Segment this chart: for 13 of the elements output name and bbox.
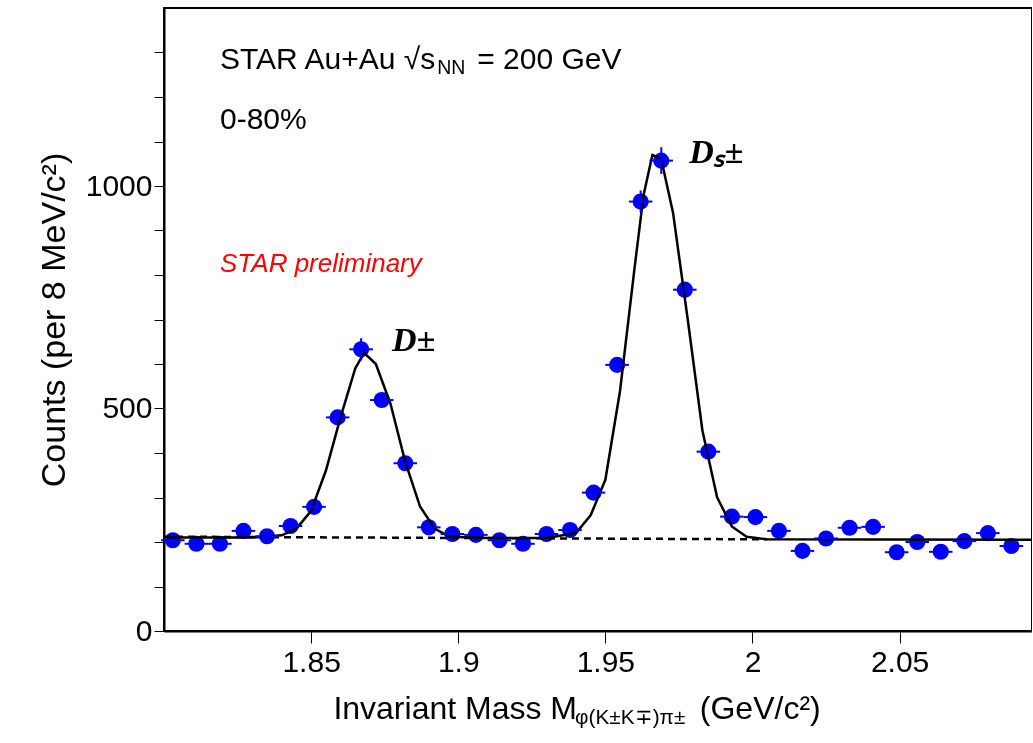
x-tick-label: 2 [744, 644, 762, 678]
x-tick-label: 1.9 [437, 644, 480, 678]
annotation: STAR preliminary [220, 248, 424, 278]
y-tick-label: 500 [102, 391, 153, 424]
annotation: D± [391, 321, 436, 359]
x-tick-label: 1.85 [282, 644, 341, 678]
annotation: 0-80% [220, 102, 307, 135]
y-axis-title: Counts (per 8 MeV/c²) [33, 152, 72, 488]
y-tick-label: 1000 [85, 168, 153, 202]
x-tick-label: 1.95 [576, 644, 636, 678]
y-tick-label: 0 [135, 613, 153, 647]
annotation: Dₛ± [688, 132, 744, 170]
x-tick-label: 2.05 [870, 644, 930, 678]
